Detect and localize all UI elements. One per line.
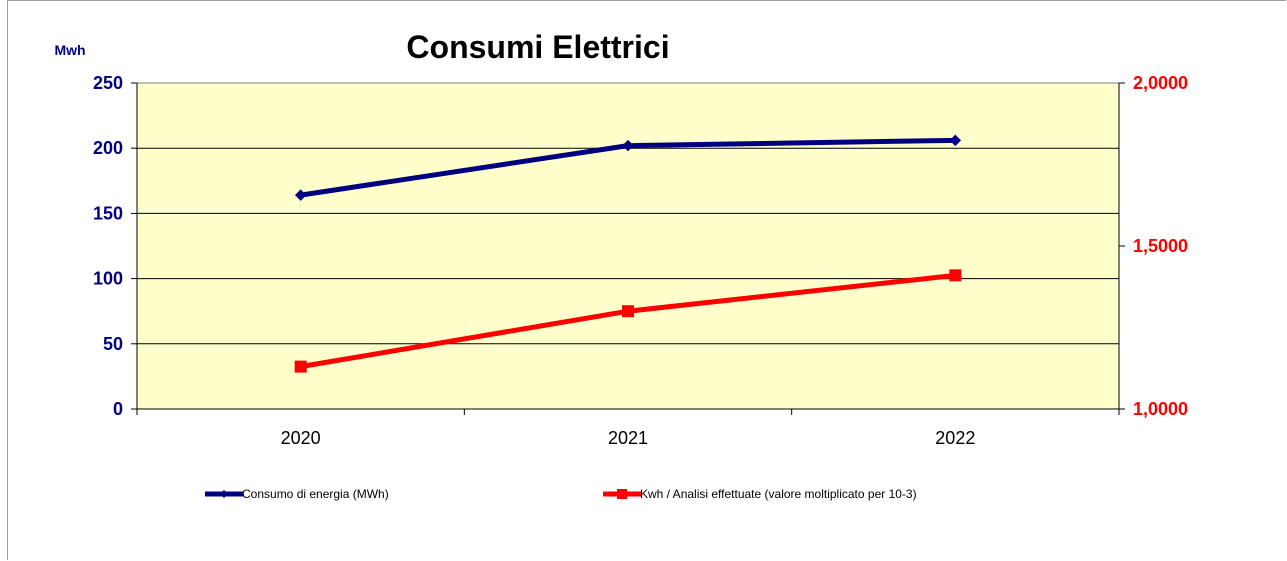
data-point [622, 139, 634, 152]
y-axis-left-tick-label: 200 [93, 138, 123, 158]
y-axis-right-tick-label: 1,0000 [1133, 399, 1188, 419]
y-axis-left-tick-label: 100 [93, 269, 123, 289]
chart-frame [7, 0, 1286, 560]
data-point [294, 360, 307, 373]
x-axis-tick-label: 2020 [281, 428, 321, 448]
y-axis-left-tick-label: 0 [113, 399, 123, 419]
legend: Consumo di energia (MWh) Kwh / Analisi ef… [205, 487, 917, 501]
series-layer [294, 134, 962, 373]
x-axis-tick-label: 2022 [935, 428, 975, 448]
y-axis-unit-label: Mwh [54, 42, 85, 58]
legend-label: Consumo di energia (MWh) [242, 487, 389, 501]
legend-label: Kwh / Analisi effettuate (valore moltipl… [640, 487, 917, 501]
y-axis-left-tick-label: 50 [103, 334, 123, 354]
y-axis-right-tick-label: 1,5000 [1133, 236, 1188, 256]
data-point [622, 305, 634, 318]
legend-swatch-marker [220, 490, 228, 498]
chart-title: Consumi Elettrici [406, 29, 669, 65]
data-point [294, 189, 307, 201]
plot-area [136, 82, 1120, 410]
y-axis-left-tick-label: 150 [93, 203, 123, 223]
y-axis-left-tick-label: 250 [93, 73, 123, 93]
x-axis-tick-label: 2021 [608, 428, 648, 448]
y-axis-right-tick-label: 2,0000 [1133, 73, 1188, 93]
data-point [949, 134, 962, 147]
data-point [949, 269, 962, 282]
axes: 0 50 100 150 200 250 1,0000 1,5000 2,0000 2020 202… [93, 73, 1188, 448]
legend-swatch-marker [617, 489, 627, 499]
